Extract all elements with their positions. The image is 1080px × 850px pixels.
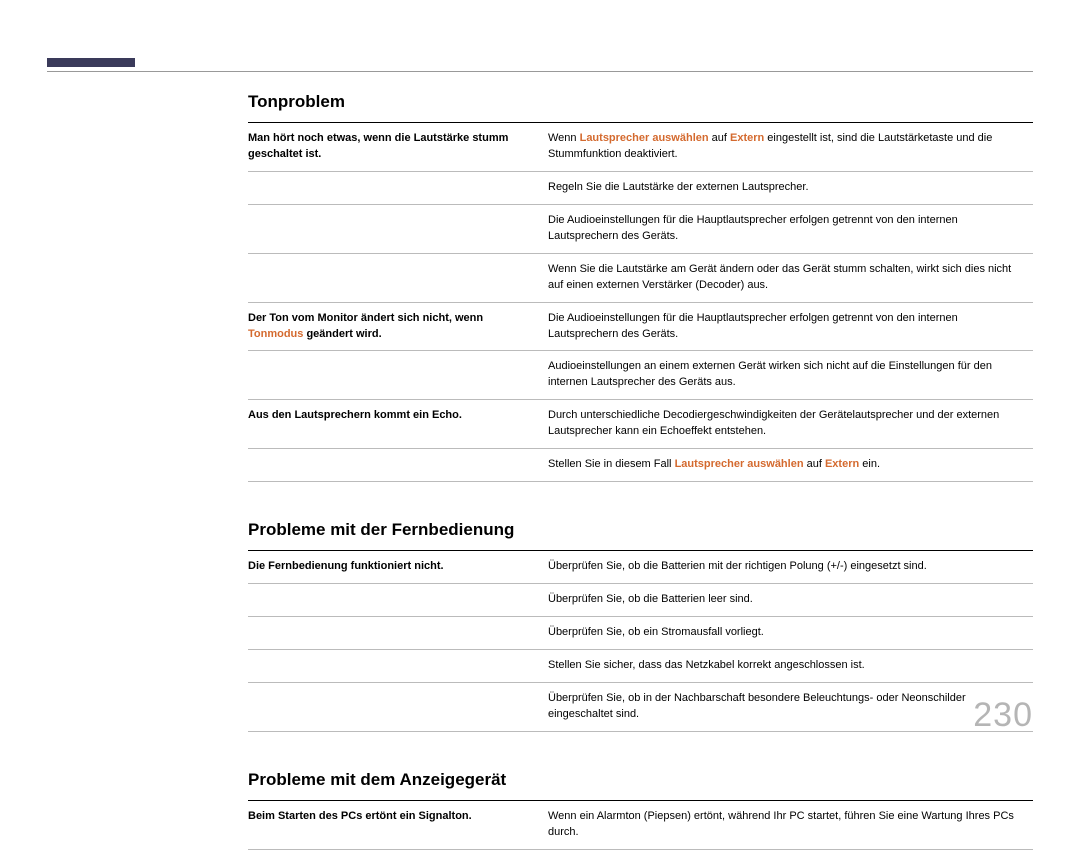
issue-cell	[248, 449, 548, 482]
issue-cell	[248, 682, 548, 731]
solution-cell: Überprüfen Sie, ob in der Nachbarschaft …	[548, 682, 1033, 731]
troubleshooting-table: Man hört noch etwas, wenn die Lautstärke…	[248, 122, 1033, 482]
solution-cell: Die Audioeinstellungen für die Hauptlaut…	[548, 204, 1033, 253]
table-row: Der Ton vom Monitor ändert sich nicht, w…	[248, 302, 1033, 351]
issue-cell	[248, 584, 548, 617]
text-segment: Überprüfen Sie, ob die Batterien mit der…	[548, 560, 927, 572]
text-segment: Extern	[825, 458, 859, 470]
chapter-tab-marker	[47, 58, 135, 67]
issue-cell: Beim Starten des PCs ertönt ein Signalto…	[248, 800, 548, 849]
text-segment: Überprüfen Sie, ob ein Stromausfall vorl…	[548, 626, 764, 638]
text-segment: Regeln Sie die Lautstärke der externen L…	[548, 181, 809, 193]
text-segment: Aus den Lautsprechern kommt ein Echo.	[248, 409, 462, 421]
table-row: Stellen Sie sicher, dass das Netzkabel k…	[248, 649, 1033, 682]
solution-cell: Wenn Sie die Lautstärke am Gerät ändern …	[548, 253, 1033, 302]
issue-cell	[248, 204, 548, 253]
text-segment: Überprüfen Sie, ob in der Nachbarschaft …	[548, 692, 966, 720]
table-row: Regeln Sie die Lautstärke der externen L…	[248, 171, 1033, 204]
solution-cell: Die Audioeinstellungen für die Hauptlaut…	[548, 302, 1033, 351]
text-segment: Stellen Sie in diesem Fall	[548, 458, 675, 470]
table-row: Die Audioeinstellungen für die Hauptlaut…	[248, 204, 1033, 253]
text-segment: Durch unterschiedliche Decodiergeschwind…	[548, 409, 999, 437]
issue-cell: Die Fernbedienung funktioniert nicht.	[248, 551, 548, 584]
solution-cell: Überprüfen Sie, ob die Batterien leer si…	[548, 584, 1033, 617]
text-segment: Stellen Sie sicher, dass das Netzkabel k…	[548, 659, 865, 671]
table-row: Überprüfen Sie, ob in der Nachbarschaft …	[248, 682, 1033, 731]
solution-cell: Überprüfen Sie, ob die Batterien mit der…	[548, 551, 1033, 584]
section-title: Tonproblem	[248, 92, 1033, 112]
solution-cell: Wenn ein Alarmton (Piepsen) ertönt, währ…	[548, 800, 1033, 849]
issue-cell	[248, 171, 548, 204]
solution-cell: Durch unterschiedliche Decodiergeschwind…	[548, 400, 1033, 449]
issue-cell	[248, 649, 548, 682]
issue-cell	[248, 617, 548, 650]
text-segment: auf	[709, 132, 730, 144]
text-segment: Man hört noch etwas, wenn die Lautstärke…	[248, 132, 508, 160]
troubleshooting-table: Die Fernbedienung funktioniert nicht. Übe…	[248, 550, 1033, 732]
text-segment: Der Ton vom Monitor ändert sich nicht, w…	[248, 312, 483, 324]
text-segment: Lautsprecher auswählen	[580, 132, 709, 144]
table-row: Überprüfen Sie, ob ein Stromausfall vorl…	[248, 617, 1033, 650]
text-segment: auf	[804, 458, 825, 470]
solution-cell: Stellen Sie sicher, dass das Netzkabel k…	[548, 649, 1033, 682]
table-row: Aus den Lautsprechern kommt ein Echo. Dur…	[248, 400, 1033, 449]
section-title: Probleme mit dem Anzeigegerät	[248, 770, 1033, 790]
troubleshooting-table: Beim Starten des PCs ertönt ein Signalto…	[248, 800, 1033, 850]
table-row: Beim Starten des PCs ertönt ein Signalto…	[248, 800, 1033, 849]
text-segment: geändert wird.	[303, 328, 381, 340]
issue-cell: Aus den Lautsprechern kommt ein Echo.	[248, 400, 548, 449]
table-row: Wenn Sie die Lautstärke am Gerät ändern …	[248, 253, 1033, 302]
solution-cell: Audioeinstellungen an einem externen Ger…	[548, 351, 1033, 400]
text-segment: Die Fernbedienung funktioniert nicht.	[248, 560, 444, 572]
table-row: Überprüfen Sie, ob die Batterien leer si…	[248, 584, 1033, 617]
table-row: Audioeinstellungen an einem externen Ger…	[248, 351, 1033, 400]
section-title: Probleme mit der Fernbedienung	[248, 520, 1033, 540]
issue-cell	[248, 351, 548, 400]
solution-cell: Überprüfen Sie, ob ein Stromausfall vorl…	[548, 617, 1033, 650]
text-segment: Wenn	[548, 132, 580, 144]
text-segment: Die Audioeinstellungen für die Hauptlaut…	[548, 214, 958, 242]
text-segment: ein.	[859, 458, 880, 470]
text-segment: Beim Starten des PCs ertönt ein Signalto…	[248, 810, 472, 822]
text-segment: Lautsprecher auswählen	[675, 458, 804, 470]
solution-cell: Regeln Sie die Lautstärke der externen L…	[548, 171, 1033, 204]
table-row: Die Fernbedienung funktioniert nicht. Übe…	[248, 551, 1033, 584]
top-rule	[47, 71, 1033, 72]
solution-cell: Wenn Lautsprecher auswählen auf Extern e…	[548, 123, 1033, 172]
page-number: 230	[973, 696, 1033, 735]
text-segment: Wenn Sie die Lautstärke am Gerät ändern …	[548, 263, 1011, 291]
text-segment: Überprüfen Sie, ob die Batterien leer si…	[548, 593, 753, 605]
text-segment: Die Audioeinstellungen für die Hauptlaut…	[548, 312, 958, 340]
text-segment: Wenn ein Alarmton (Piepsen) ertönt, währ…	[548, 810, 1014, 838]
text-segment: Audioeinstellungen an einem externen Ger…	[548, 360, 992, 388]
issue-cell	[248, 253, 548, 302]
table-row: Man hört noch etwas, wenn die Lautstärke…	[248, 123, 1033, 172]
page-content: Tonproblem Man hört noch etwas, wenn die …	[248, 92, 1033, 850]
text-segment: Tonmodus	[248, 328, 303, 340]
text-segment: Extern	[730, 132, 764, 144]
solution-cell: Stellen Sie in diesem Fall Lautsprecher …	[548, 449, 1033, 482]
issue-cell: Man hört noch etwas, wenn die Lautstärke…	[248, 123, 548, 172]
table-row: Stellen Sie in diesem Fall Lautsprecher …	[248, 449, 1033, 482]
issue-cell: Der Ton vom Monitor ändert sich nicht, w…	[248, 302, 548, 351]
